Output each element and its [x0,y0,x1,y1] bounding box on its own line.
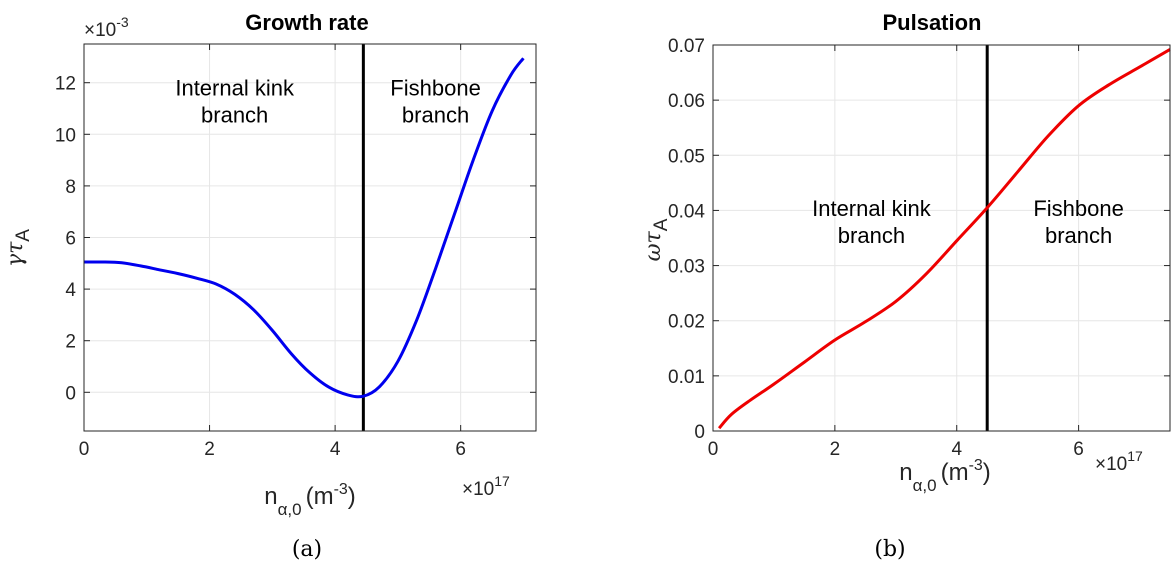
y-tick-label: 8 [65,177,76,198]
branch-annotation: Internal kink branch [175,76,295,128]
y-tick-label: 0.03 [668,257,705,278]
y-tick-label: 0.04 [668,201,705,222]
pulsation-panel: 0 2 4 6 0 0.01 0.02 0.03 0.04 0.05 0.06 0.07 Intern… [641,10,1171,562]
growth-rate-x-multiplier: ×1017 [462,473,510,500]
y-tick-label: 0.06 [668,91,705,112]
x-tick-label: 0 [708,439,719,460]
y-tick-label: 6 [65,229,76,250]
y-tick-label: 0.07 [668,36,705,57]
branch-annotation: Internal kink branch [812,196,932,248]
pulsation-series [717,48,1171,430]
growth-rate-grid [83,44,536,431]
y-tick-label: 0.02 [668,312,705,333]
x-tick-label: 4 [330,439,341,460]
series-line [83,57,525,399]
y-tick-label: 10 [55,125,76,146]
growth-rate-y-multiplier: ×10-3 [84,14,129,41]
pulsation-annotations: Internal kink branch Fishbone branch [812,196,1124,248]
branch-annotation: Fishbone branch [390,76,481,128]
growth-rate-annotations: Internal kink branch Fishbone branch [175,76,480,128]
branch-annotation: Fishbone branch [1033,196,1124,248]
x-tick-label: 2 [204,439,215,460]
y-tick-label: 0.01 [668,367,705,388]
y-tick-label: 4 [65,280,76,301]
x-tick-label: 6 [455,439,466,460]
pulsation-x-multiplier: ×1017 [1095,448,1143,475]
y-tick-label: 0.05 [668,146,705,167]
x-tick-label: 2 [830,439,841,460]
growth-rate-x-axis-label: nα,0 (m-3) [264,481,356,519]
growth-rate-y-axis-label: γτA [3,229,34,267]
growth-rate-caption: (a) [292,537,322,562]
x-tick-label: 6 [1073,439,1084,460]
pulsation-x-axis-label: nα,0 (m-3) [899,457,991,495]
growth-rate-title: Growth rate [245,10,368,35]
y-tick-label: 0 [694,422,705,443]
y-tick-label: 12 [55,74,76,95]
pulsation-y-axis-label: ωτA [641,218,672,261]
y-tick-label: 0 [65,383,76,404]
x-tick-label: 0 [79,439,90,460]
growth-rate-ticks: 0 2 4 6 0 2 4 6 8 10 12 [55,44,536,460]
growth-rate-series [83,57,525,399]
x-tick-label: 4 [951,439,962,460]
y-tick-label: 2 [65,332,76,353]
pulsation-caption: (b) [874,537,905,562]
pulsation-ticks: 0 2 4 6 0 0.01 0.02 0.03 0.04 0.05 0.06 0.07 [668,36,1170,460]
series-line [717,48,1171,430]
pulsation-title: Pulsation [882,10,981,35]
pulsation-axes-box [712,44,1171,432]
growth-rate-panel: 0 2 4 6 0 2 4 6 8 10 12 Internal kink branch Fishbon… [3,10,537,562]
